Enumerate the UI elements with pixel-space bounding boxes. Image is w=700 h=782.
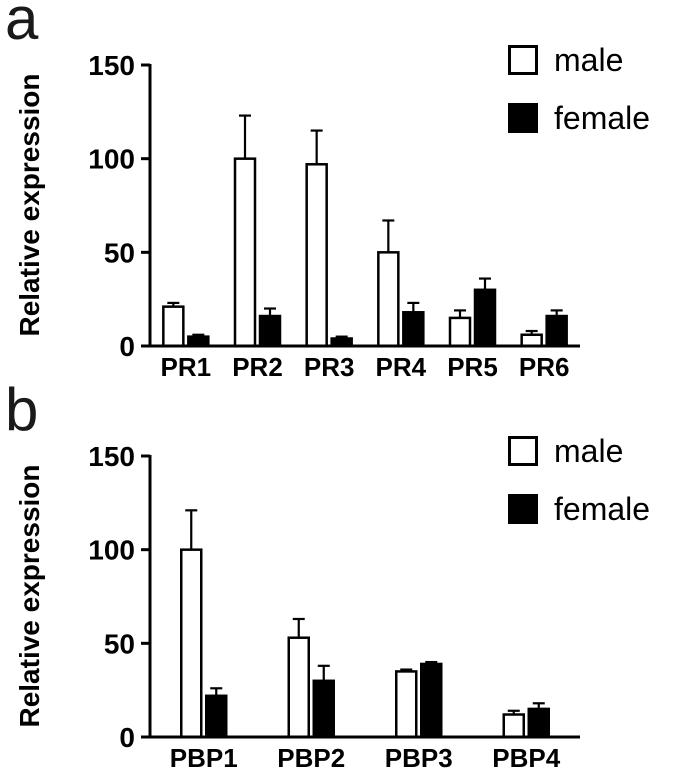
y-tick-label: 150 xyxy=(88,441,135,472)
bar-female-PBP2 xyxy=(312,679,335,739)
x-category-label: PBP4 xyxy=(492,743,560,773)
bar-male-PBP3 xyxy=(395,670,418,739)
x-category-label: PR3 xyxy=(304,352,355,382)
bar-female-PR5 xyxy=(473,288,497,348)
bar-male-PR4 xyxy=(377,251,400,348)
legend-label-male: male xyxy=(554,433,624,469)
bar-male-PR2 xyxy=(233,157,257,348)
bar-male-PBP2 xyxy=(287,636,310,739)
male-swatch-icon xyxy=(508,436,538,466)
bar-female-PBP1 xyxy=(205,694,228,739)
y-tick-label: 50 xyxy=(104,628,135,659)
legend-b: male female xyxy=(508,435,650,525)
x-category-label: PR5 xyxy=(447,352,498,382)
bar-female-PR4 xyxy=(402,311,425,348)
panel-b: b Relative expression PBP1 PBP2 PBP3 PBP4 0 5… xyxy=(0,377,700,782)
bar-male-PR6 xyxy=(520,333,543,348)
y-tick-label: 100 xyxy=(88,144,135,175)
bar-male-PBP4 xyxy=(502,713,525,739)
legend-a: male female xyxy=(508,44,650,134)
legend-label-female: female xyxy=(554,491,651,527)
x-category-label: PBP1 xyxy=(170,743,238,773)
bar-female-PBP3 xyxy=(420,662,443,739)
panel-a-chart: PR1 PR2 PR3 PR4 PR5 PR6 0 50 100 150 xyxy=(88,50,580,382)
legend-label-male: male xyxy=(554,42,624,78)
bar-male-PBP1 xyxy=(180,548,203,739)
bar-female-PR2 xyxy=(258,314,282,348)
y-tick-label: 0 xyxy=(119,722,135,753)
x-category-label: PR6 xyxy=(519,352,570,382)
legend-item-male: male xyxy=(508,44,650,76)
bar-female-PBP4 xyxy=(527,707,550,739)
female-swatch-icon xyxy=(508,494,538,524)
bar-male-PR1 xyxy=(162,305,185,348)
panel-a: a Relative expression PR1 PR2 PR3 PR4 PR5 PR6… xyxy=(5,0,650,382)
legend-item-male: male xyxy=(508,435,650,467)
panel-b-chart: PBP1 PBP2 PBP3 PBP4 0 50 100 150 xyxy=(88,441,580,773)
x-category-label: PBP3 xyxy=(385,743,453,773)
bar-male-PR5 xyxy=(448,316,472,348)
panel-label-b: b xyxy=(5,376,39,443)
male-swatch-icon xyxy=(508,45,538,75)
y-tick-label: 100 xyxy=(88,535,135,566)
bar-female-PR6 xyxy=(545,314,568,348)
female-swatch-icon xyxy=(508,103,538,133)
panel-label-a: a xyxy=(5,0,39,52)
legend-label-female: female xyxy=(554,100,651,136)
legend-item-female: female xyxy=(508,493,650,525)
x-category-label: PR1 xyxy=(161,352,212,382)
y-tick-label: 50 xyxy=(104,237,135,268)
x-category-label: PBP2 xyxy=(277,743,345,773)
x-category-label: PR2 xyxy=(232,352,283,382)
y-tick-label: 0 xyxy=(119,331,135,362)
bar-male-PR3 xyxy=(305,163,328,348)
x-category-label: PR4 xyxy=(376,352,427,382)
legend-item-female: female xyxy=(508,102,650,134)
y-tick-label: 150 xyxy=(88,50,135,81)
